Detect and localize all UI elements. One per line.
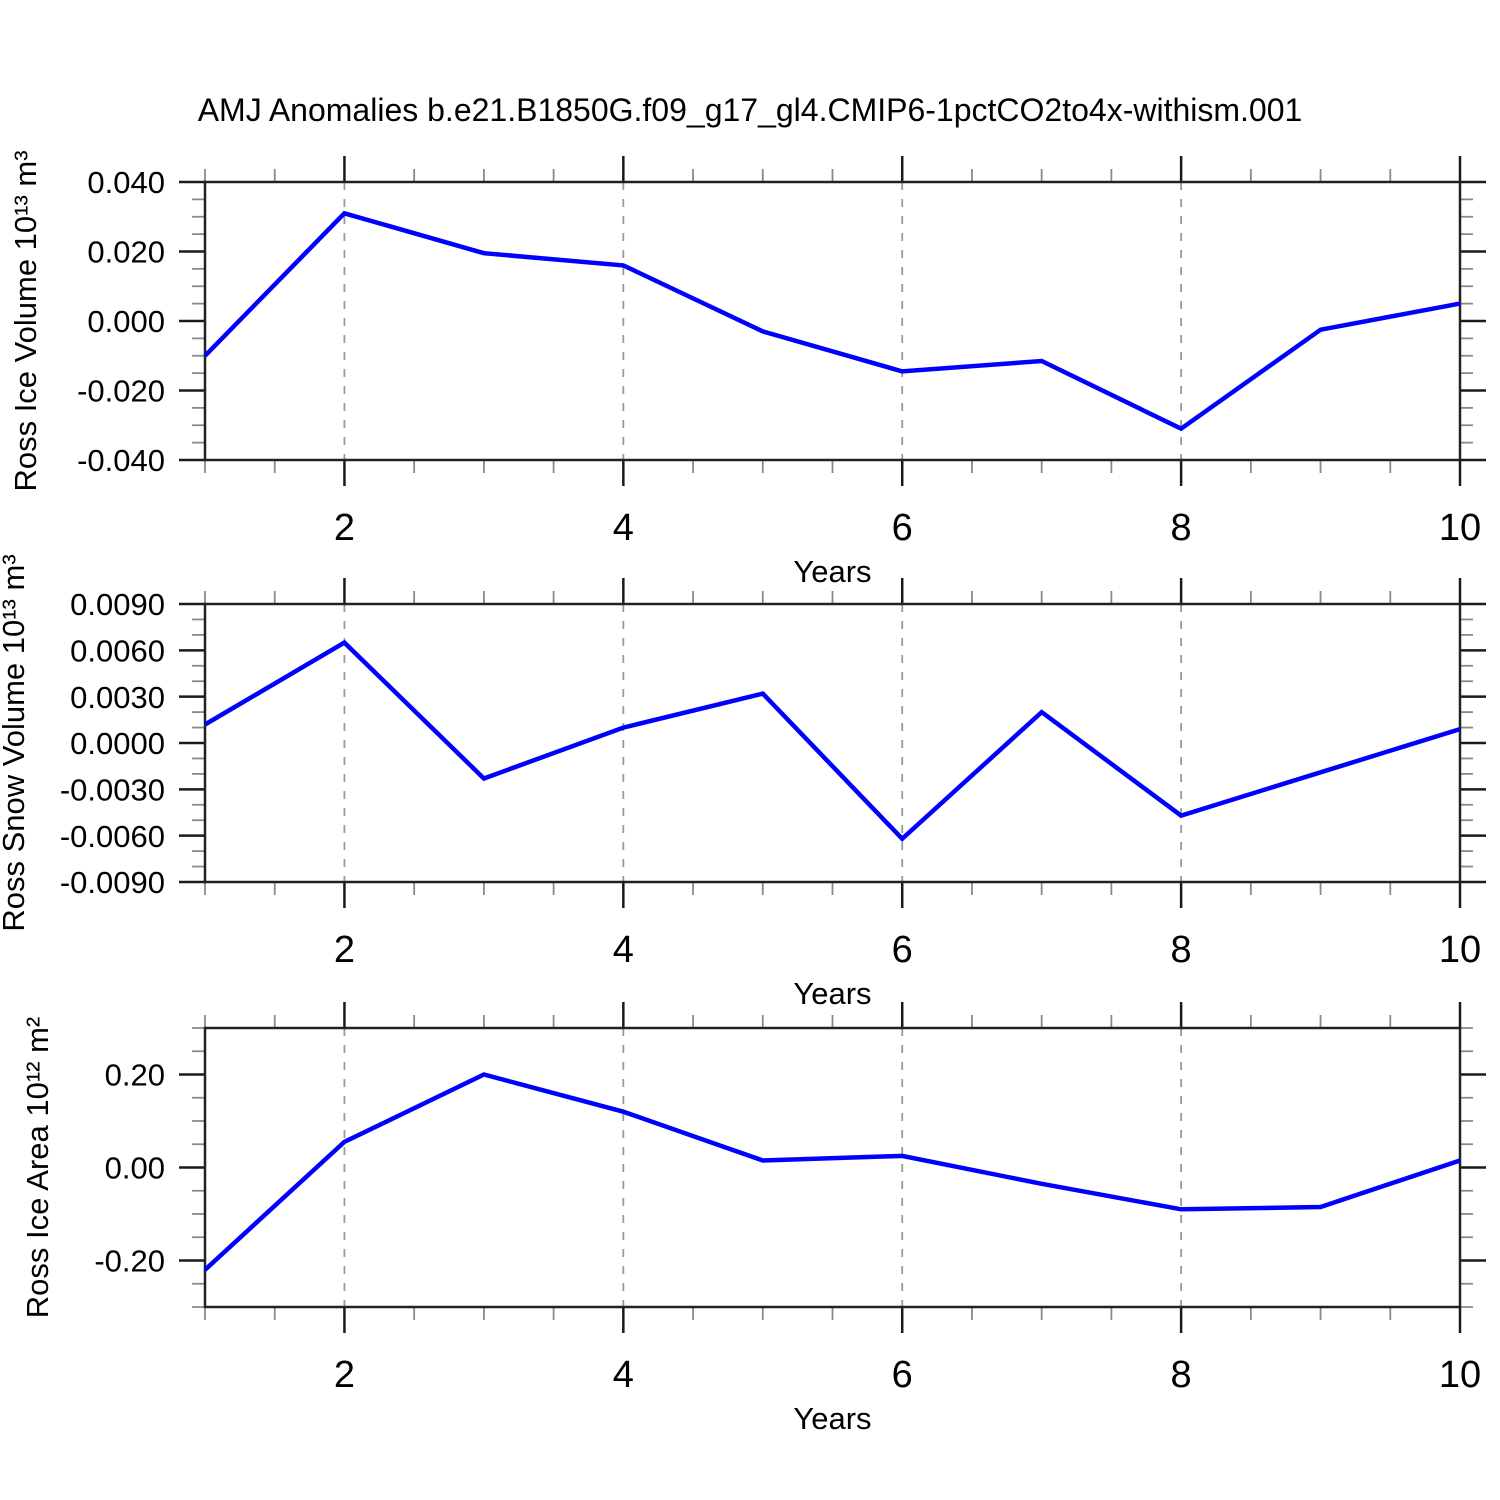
series-line bbox=[203, 1072, 1461, 1272]
subplot-ross-ice-area: 0.20 0.00 -0.20 2 4 6 8 10 Years Ross Ice Area 10… bbox=[20, 1002, 1486, 1436]
major-ticks bbox=[179, 156, 1486, 486]
x-tick-label: 10 bbox=[1439, 507, 1481, 549]
minor-ticks bbox=[192, 1015, 1473, 1320]
gridlines bbox=[343, 604, 1183, 882]
y-axis-title: Ross Ice Volume 10¹³ m³ bbox=[8, 150, 43, 491]
x-tick-labels: 2 4 6 8 10 bbox=[334, 929, 1481, 971]
x-tick-label: 2 bbox=[334, 507, 355, 549]
y-axis-title: Ross Ice Area 10¹² m² bbox=[20, 1017, 55, 1318]
plot-frame bbox=[203, 1026, 1462, 1309]
x-axis-title: Years bbox=[793, 554, 871, 589]
y-tick-labels: 0.0090 0.0060 0.0030 0.0000 -0.0030 -0.0060 -0… bbox=[60, 587, 165, 900]
x-tick-label: 8 bbox=[1171, 929, 1192, 971]
x-tick-label: 6 bbox=[892, 507, 913, 549]
chart-title: AMJ Anomalies b.e21.B1850G.f09_g17_gl4.C… bbox=[197, 92, 1303, 128]
minor-ticks bbox=[192, 169, 1473, 473]
y-tick-label: 0.0090 bbox=[70, 587, 165, 622]
y-tick-label: -0.20 bbox=[94, 1244, 165, 1279]
y-tick-label: -0.040 bbox=[77, 443, 165, 478]
x-tick-label: 8 bbox=[1171, 1354, 1192, 1396]
x-axis-title: Years bbox=[793, 1401, 871, 1436]
plot-frame bbox=[203, 602, 1462, 884]
y-tick-labels: 0.040 0.020 0.000 -0.020 -0.040 bbox=[77, 165, 165, 478]
y-tick-label: 0.0030 bbox=[70, 680, 165, 715]
y-tick-label: 0.000 bbox=[87, 304, 165, 339]
y-axis-title: Ross Snow Volume 10¹³ m³ bbox=[0, 554, 31, 931]
x-tick-label: 2 bbox=[334, 929, 355, 971]
y-tick-label: 0.0000 bbox=[70, 726, 165, 761]
minor-ticks bbox=[192, 591, 1473, 895]
y-tick-label: 0.0060 bbox=[70, 633, 165, 668]
gridlines bbox=[343, 182, 1183, 460]
x-tick-label: 6 bbox=[892, 929, 913, 971]
x-tick-label: 4 bbox=[613, 1354, 634, 1396]
y-tick-label: -0.020 bbox=[77, 374, 165, 409]
major-ticks bbox=[179, 1002, 1486, 1333]
y-tick-label: -0.0090 bbox=[60, 865, 165, 900]
plot-frame bbox=[203, 180, 1462, 462]
gridlines bbox=[343, 1028, 1183, 1307]
x-tick-label: 6 bbox=[892, 1354, 913, 1396]
series-line bbox=[203, 639, 1461, 842]
x-tick-label: 4 bbox=[613, 929, 634, 971]
series-line bbox=[203, 210, 1461, 432]
y-tick-label: 0.00 bbox=[105, 1151, 165, 1186]
x-tick-label: 4 bbox=[613, 507, 634, 549]
subplot-ross-snow-volume: 0.0090 0.0060 0.0030 0.0000 -0.0030 -0.0060 -0… bbox=[0, 554, 1486, 1011]
x-tick-label: 10 bbox=[1439, 1354, 1481, 1396]
y-tick-labels: 0.20 0.00 -0.20 bbox=[94, 1058, 165, 1279]
x-tick-labels: 2 4 6 8 10 bbox=[334, 507, 1481, 549]
y-tick-label: 0.040 bbox=[87, 165, 165, 200]
y-tick-label: 0.20 bbox=[105, 1058, 165, 1093]
x-axis-title: Years bbox=[793, 976, 871, 1011]
x-tick-label: 10 bbox=[1439, 929, 1481, 971]
x-tick-label: 2 bbox=[334, 1354, 355, 1396]
subplot-ross-ice-volume: 0.040 0.020 0.000 -0.020 -0.040 2 4 6 8 10 Years Ro… bbox=[8, 150, 1486, 589]
y-tick-label: -0.0030 bbox=[60, 772, 165, 807]
x-tick-label: 8 bbox=[1171, 507, 1192, 549]
x-tick-labels: 2 4 6 8 10 bbox=[334, 1354, 1481, 1396]
y-tick-label: 0.020 bbox=[87, 235, 165, 270]
y-tick-label: -0.0060 bbox=[60, 819, 165, 854]
major-ticks bbox=[179, 578, 1486, 908]
